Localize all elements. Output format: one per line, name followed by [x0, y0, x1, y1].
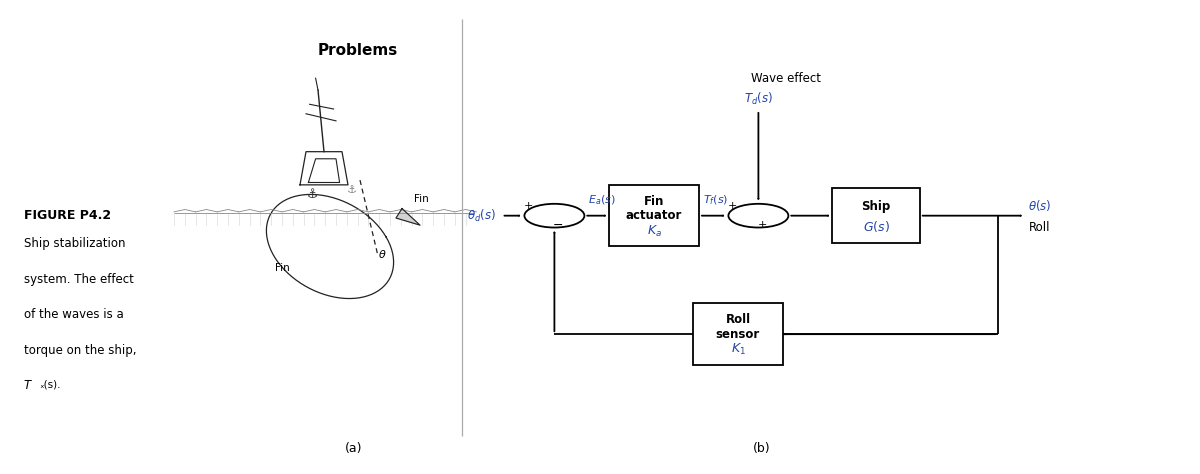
Text: (a): (a) — [346, 442, 362, 455]
Text: (b): (b) — [754, 442, 770, 455]
Text: actuator: actuator — [626, 209, 682, 222]
Text: $T_f(s)$: $T_f(s)$ — [703, 193, 728, 207]
Text: Fin: Fin — [644, 195, 664, 208]
Text: $T_d(s)$: $T_d(s)$ — [744, 91, 773, 107]
Text: T: T — [24, 379, 31, 392]
Text: $K_1$: $K_1$ — [731, 342, 745, 357]
Text: $E_a(s)$: $E_a(s)$ — [588, 193, 616, 207]
Text: $\theta$: $\theta$ — [378, 247, 386, 260]
Polygon shape — [396, 209, 420, 225]
Text: Problems: Problems — [318, 43, 398, 58]
Text: of the waves is a: of the waves is a — [24, 308, 124, 321]
Text: Ship: Ship — [862, 200, 890, 213]
Text: +: + — [523, 201, 533, 211]
Text: −: − — [553, 219, 563, 232]
Text: Wave effect: Wave effect — [751, 73, 821, 85]
Text: $\theta(s)$: $\theta(s)$ — [1028, 198, 1052, 213]
Bar — [833, 188, 919, 243]
Text: Roll: Roll — [726, 313, 750, 327]
Text: sensor: sensor — [716, 328, 760, 341]
Text: ⚓: ⚓ — [347, 184, 356, 195]
Text: Roll: Roll — [1028, 221, 1050, 234]
Text: Fin: Fin — [275, 263, 289, 273]
Text: $\theta_d(s)$: $\theta_d(s)$ — [467, 208, 496, 224]
Text: +: + — [727, 201, 737, 211]
Bar — [610, 185, 698, 246]
Bar — [694, 303, 784, 365]
Text: Fin: Fin — [414, 194, 428, 204]
Text: Ship stabilization: Ship stabilization — [24, 237, 126, 250]
Circle shape — [728, 204, 788, 228]
Circle shape — [524, 204, 584, 228]
Text: ⚓: ⚓ — [306, 188, 318, 201]
Text: FIGURE P4.2: FIGURE P4.2 — [24, 209, 112, 221]
Text: torque on the ship,: torque on the ship, — [24, 344, 137, 356]
Text: $K_a$: $K_a$ — [647, 224, 661, 239]
Text: +: + — [757, 220, 767, 230]
Text: $G(s)$: $G(s)$ — [863, 219, 889, 234]
Text: system. The effect: system. The effect — [24, 273, 134, 285]
Text: ₓ(s).: ₓ(s). — [40, 379, 61, 389]
